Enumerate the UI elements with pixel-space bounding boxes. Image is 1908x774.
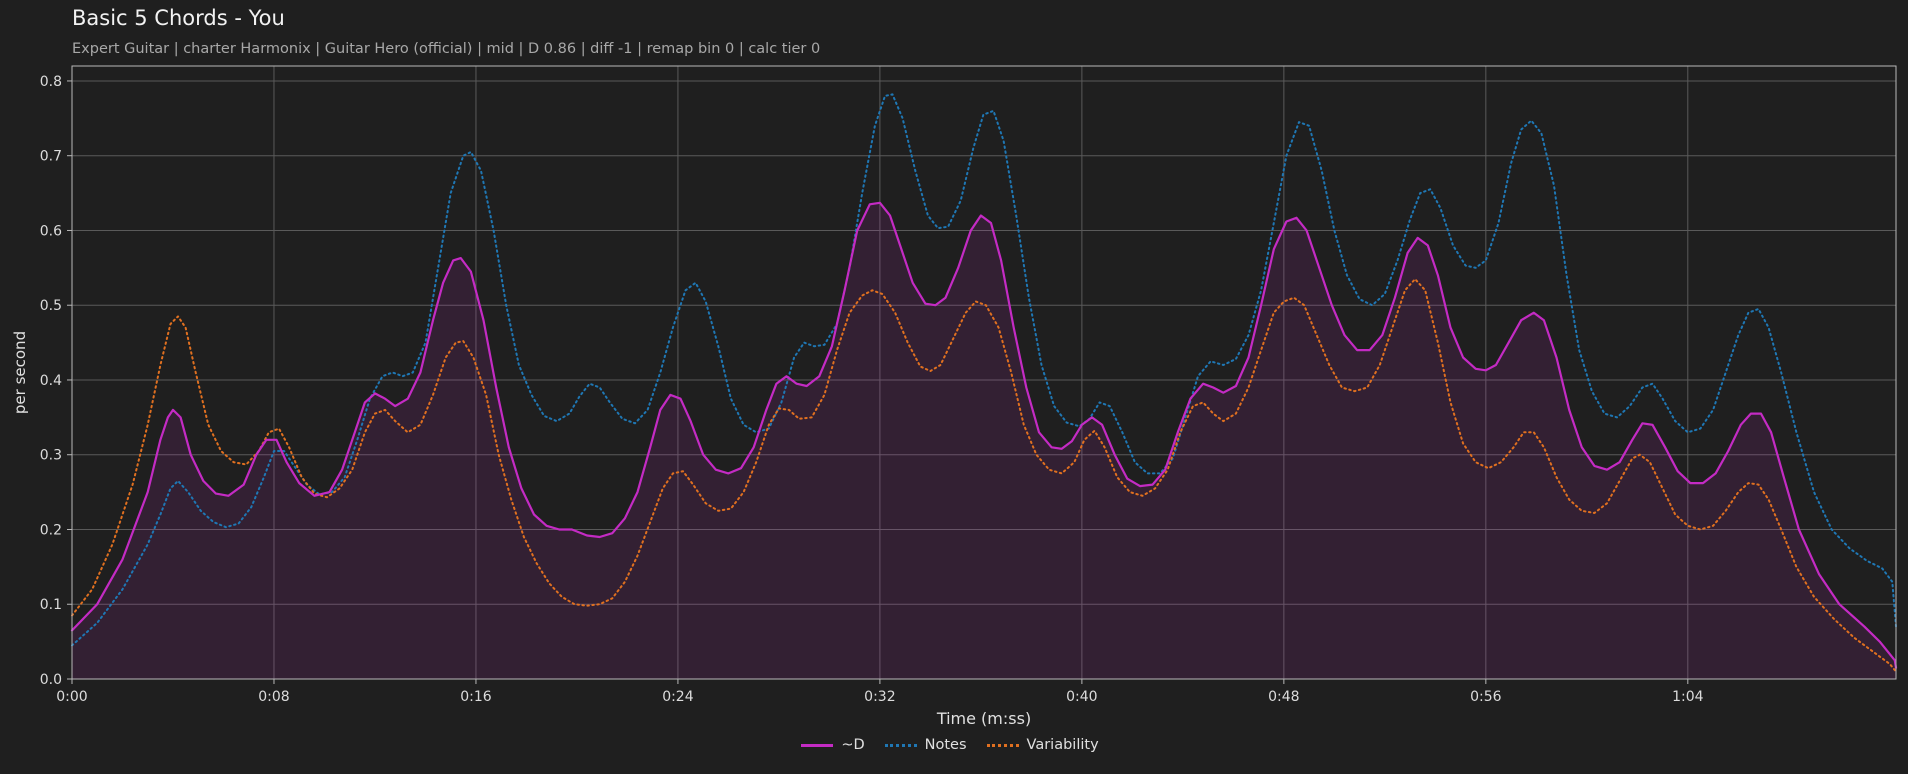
chart-title: Basic 5 Chords - You bbox=[72, 6, 285, 30]
y-tick-label: 0.3 bbox=[40, 448, 62, 464]
legend-item: Variability bbox=[986, 737, 1099, 753]
legend-swatch bbox=[884, 743, 917, 747]
chart-subtitle: Expert Guitar | charter Harmonix | Guita… bbox=[72, 41, 821, 57]
series-line-1 bbox=[71, 93, 1897, 647]
y-tick-label: 0.8 bbox=[40, 74, 62, 90]
legend-swatch bbox=[801, 743, 834, 747]
x-tick-label: 0:16 bbox=[460, 689, 492, 705]
y-tick-label: 0.4 bbox=[40, 373, 62, 389]
legend-swatch bbox=[986, 743, 1019, 747]
x-axis-ticks: 0:00 0:08 0:16 0:24 0:32 0:40 0:48 0:56 1:04 bbox=[56, 679, 1704, 705]
y-axis-ticks: 0.0 0.1 0.2 0.3 0.4 0.5 0.6 0.7 0.8 bbox=[40, 74, 72, 688]
x-tick-label: 0:48 bbox=[1268, 689, 1299, 705]
legend: ~D Notes Variability bbox=[0, 737, 1908, 753]
legend-item: Notes bbox=[884, 737, 967, 753]
series-area-0 bbox=[72, 202, 1896, 680]
legend-label: Notes bbox=[924, 737, 967, 753]
legend-label: Variability bbox=[1026, 737, 1099, 753]
y-tick-label: 0.1 bbox=[40, 597, 62, 613]
series-line-2 bbox=[71, 278, 1897, 673]
series-lines bbox=[70, 93, 1898, 673]
y-tick-label: 0.6 bbox=[40, 223, 62, 239]
x-tick-label: 0:56 bbox=[1470, 689, 1502, 705]
x-axis-label: Time (m:ss) bbox=[936, 709, 1031, 728]
x-tick-label: 0:32 bbox=[864, 689, 895, 705]
x-tick-label: 1:04 bbox=[1672, 689, 1704, 705]
x-tick-label: 0:24 bbox=[662, 689, 694, 705]
area-fill bbox=[72, 202, 1896, 680]
y-tick-label: 0.5 bbox=[40, 298, 62, 314]
legend-label: ~D bbox=[841, 737, 865, 753]
plot-frame bbox=[71, 65, 1897, 680]
y-tick-label: 0.7 bbox=[40, 149, 62, 165]
y-tick-label: 0.0 bbox=[40, 672, 62, 688]
y-tick-label: 0.2 bbox=[40, 522, 62, 538]
x-tick-label: 0:00 bbox=[56, 689, 87, 705]
x-tick-label: 0:40 bbox=[1066, 689, 1097, 705]
legend-item: ~D bbox=[801, 737, 865, 753]
x-tick-label: 0:08 bbox=[258, 689, 289, 705]
series-line-0 bbox=[70, 201, 1898, 669]
y-axis-label: per second bbox=[11, 331, 29, 414]
